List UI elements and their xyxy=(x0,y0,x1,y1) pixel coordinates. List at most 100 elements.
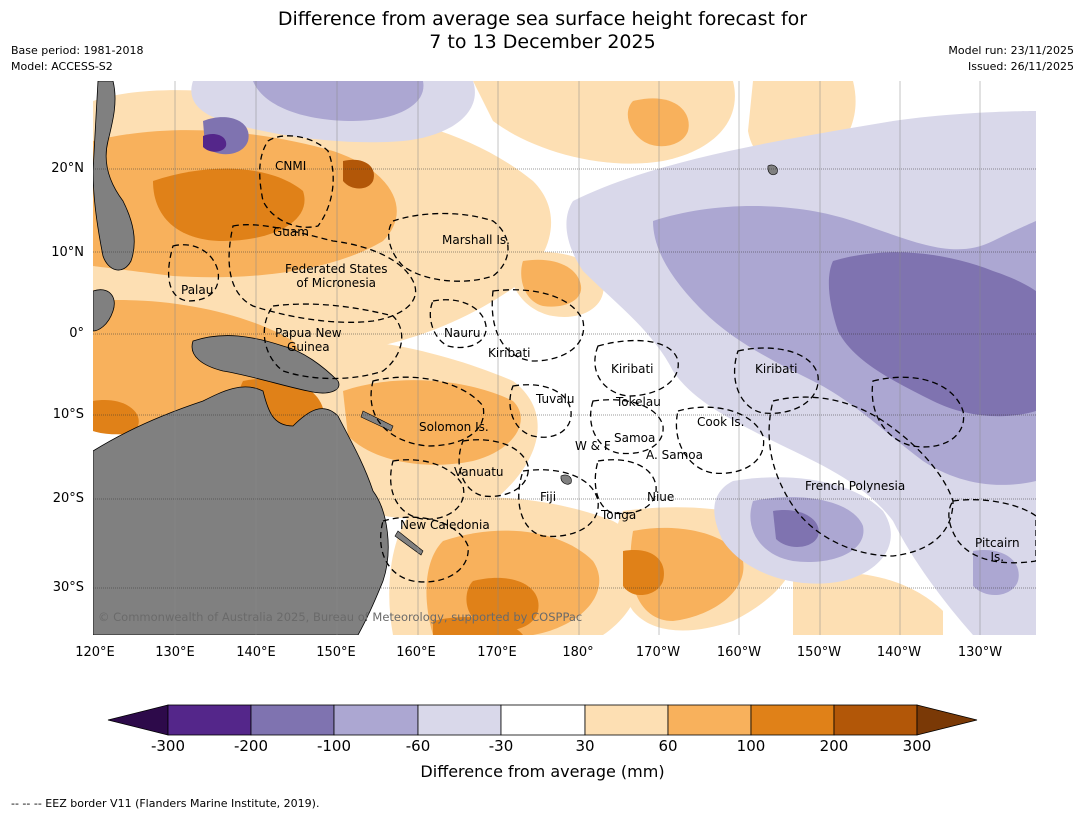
eez-border xyxy=(948,499,1036,564)
copyright-notice: © Commonwealth of Australia 2025, Bureau… xyxy=(98,610,583,624)
eez-border xyxy=(491,289,585,362)
hawaii-islands xyxy=(767,164,778,176)
meta-right: Model run: 23/11/2025 Issued: 26/11/2025 xyxy=(948,43,1074,75)
anomaly-region xyxy=(773,510,819,547)
label-fsm: Federated States of Micronesia xyxy=(285,262,387,290)
colorbar xyxy=(107,704,978,736)
label-samoa: Samoa xyxy=(614,431,656,445)
label-cook: Cook Is. xyxy=(697,415,745,429)
australia-landmass xyxy=(93,386,389,635)
eez-border xyxy=(379,516,469,583)
eez-border xyxy=(589,399,664,455)
eez-border xyxy=(768,396,954,557)
colorbar-tick: 30 xyxy=(575,737,595,755)
lon-label: 180° xyxy=(562,645,594,660)
label-guam: Guam xyxy=(273,225,309,239)
eez-border xyxy=(429,299,487,349)
label-tokelau: Tokelau xyxy=(616,395,661,409)
eez-borders xyxy=(168,135,1036,583)
meta-left: Base period: 1981-2018 Model: ACCESS-S2 xyxy=(11,43,143,75)
label-fsm-line-1: Federated States xyxy=(285,262,388,276)
eez-border xyxy=(370,376,485,447)
label-new-caledonia: New Caledonia xyxy=(400,518,490,532)
label-png: Papua New Guinea xyxy=(275,326,342,354)
label-cnmi: CNMI xyxy=(275,159,307,173)
label-fiji: Fiji xyxy=(540,490,557,504)
label-kiribati-west: Kiribati xyxy=(488,346,531,360)
eez-border xyxy=(388,212,509,282)
lon-label: 160°E xyxy=(396,645,436,660)
eez-border xyxy=(228,224,417,323)
lat-label: 20°N xyxy=(51,161,84,176)
lon-label: 150°W xyxy=(796,645,842,660)
anomaly-region xyxy=(343,380,521,465)
label-kiribati-east: Kiribati xyxy=(755,362,798,376)
label-vanuatu: Vanuatu xyxy=(454,465,504,479)
lat-label: 10°S xyxy=(52,407,84,422)
issued-date: Issued: 26/11/2025 xyxy=(967,60,1074,73)
colorbar-tick: 300 xyxy=(902,737,932,755)
lon-label: 120°E xyxy=(75,645,115,660)
eez-border xyxy=(509,384,572,438)
eez-border xyxy=(871,376,965,448)
lon-label: 150°E xyxy=(316,645,356,660)
label-pitcairn: Pitcairn Is. xyxy=(975,536,1020,564)
anomaly-region xyxy=(630,527,744,621)
colorbar-bin xyxy=(750,704,835,736)
model-run: Model run: 23/11/2025 xyxy=(948,44,1074,57)
colorbar-tick: -60 xyxy=(405,737,431,755)
anomaly-region xyxy=(828,252,1036,417)
anomaly-region xyxy=(627,98,689,147)
label-pitcairn-line-2: Is. xyxy=(990,550,1005,564)
map-title: Difference from average sea surface heig… xyxy=(0,8,1085,54)
colorbar-bin xyxy=(833,704,918,736)
base-period: Base period: 1981-2018 xyxy=(11,44,144,57)
negative-anomaly-layer xyxy=(191,81,1036,635)
anomaly-region xyxy=(153,168,305,241)
anomaly-region xyxy=(253,81,424,121)
land-layer xyxy=(93,81,778,635)
label-kiribati-central: Kiribati xyxy=(611,362,654,376)
label-marshall: Marshall Is. xyxy=(442,233,510,247)
anomaly-region xyxy=(203,134,227,152)
label-french-polynesia: French Polynesia xyxy=(805,479,906,493)
colorbar-bin xyxy=(167,704,252,736)
colorbar-bin xyxy=(500,704,586,736)
eez-border xyxy=(389,459,465,520)
philippines-landmass xyxy=(93,81,135,271)
lat-label: 10°N xyxy=(51,245,84,260)
label-nauru: Nauru xyxy=(444,326,481,340)
colorbar-tick: -300 xyxy=(150,737,186,755)
anomaly-region xyxy=(433,616,523,635)
lat-label: 30°S xyxy=(52,580,84,595)
anomaly-region xyxy=(466,577,539,631)
eez-legend-note: -- -- -- EEZ border V11 (Flanders Marine… xyxy=(11,797,320,810)
anomaly-region xyxy=(521,259,582,307)
eez-border xyxy=(733,347,819,415)
eez-border xyxy=(594,459,657,515)
colorbar-tick: 100 xyxy=(736,737,766,755)
eez-border xyxy=(259,135,334,228)
colorbar-bin xyxy=(250,704,335,736)
anomaly-map xyxy=(93,81,1036,635)
label-niue: Niue xyxy=(647,490,675,504)
lat-label: 0° xyxy=(69,326,84,341)
title-line-1: Difference from average sea surface heig… xyxy=(277,8,808,30)
meridians xyxy=(174,81,981,635)
new-caledonia-island xyxy=(394,530,424,556)
colorbar-tick: -100 xyxy=(316,737,352,755)
title-line-2: 7 to 13 December 2025 xyxy=(429,31,656,53)
anomaly-region xyxy=(623,550,664,596)
eez-border xyxy=(594,339,679,397)
colorbar-bin xyxy=(333,704,419,736)
colorbar-tick: 200 xyxy=(819,737,849,755)
label-png-line-1: Papua New xyxy=(275,326,342,340)
lon-label: 170°W xyxy=(635,645,681,660)
eez-border xyxy=(168,244,220,302)
colorbar-bin xyxy=(417,704,502,736)
label-fsm-line-2: of Micronesia xyxy=(296,276,377,290)
label-tonga: Tonga xyxy=(601,508,637,522)
colorbar-tick: 60 xyxy=(658,737,678,755)
model-name: Model: ACCESS-S2 xyxy=(11,60,113,73)
label-wallis-futuna: W & F xyxy=(575,439,611,453)
